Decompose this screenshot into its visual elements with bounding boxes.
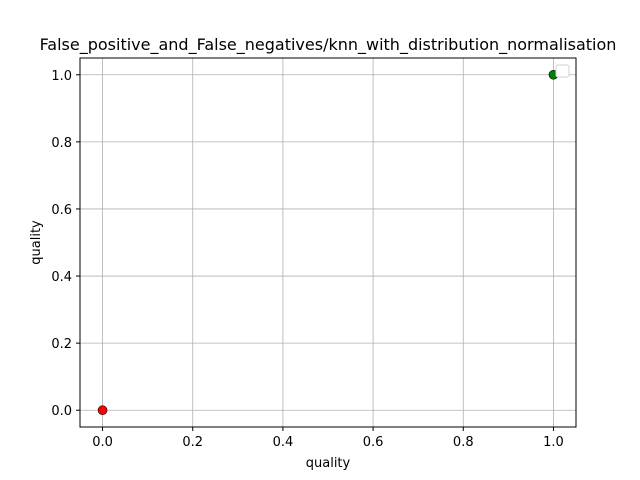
chart-title: False_positive_and_False_negatives/knn_w… (40, 35, 617, 55)
plot-frame (79, 57, 577, 428)
x-tick-label: 0.6 (363, 435, 384, 450)
axis-ticks: 0.0 0.2 0.4 0.6 0.8 1.0 0.0 0.2 0.4 0.6 0.8 1.0 (51, 69, 563, 450)
x-tick-label: 0.0 (92, 435, 113, 450)
y-tick-label: 0.6 (51, 203, 72, 218)
y-tick-label: 1.0 (51, 69, 72, 84)
data-point (97, 405, 108, 416)
y-tick-label: 0.4 (51, 270, 72, 285)
grid (80, 58, 576, 427)
x-tick-label: 0.2 (182, 435, 203, 450)
x-tick-label: 0.4 (273, 435, 294, 450)
x-tick-label: 0.8 (453, 435, 474, 450)
x-tick-label: 1.0 (543, 435, 564, 450)
y-tick-label: 0.0 (51, 404, 72, 419)
y-tick-label: 0.8 (51, 136, 72, 151)
y-axis-label: quality (29, 220, 44, 265)
x-axis-label: quality (306, 456, 351, 471)
y-tick-label: 0.2 (51, 337, 72, 352)
legend-box (555, 64, 570, 78)
